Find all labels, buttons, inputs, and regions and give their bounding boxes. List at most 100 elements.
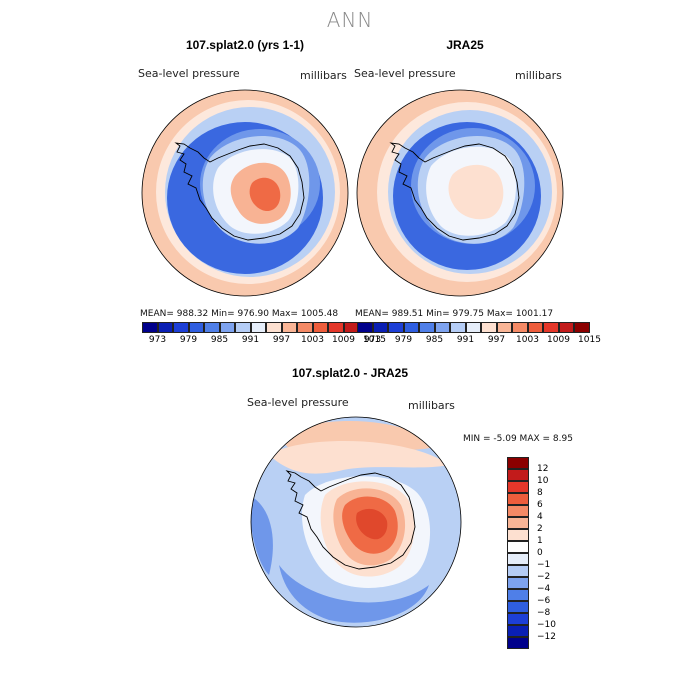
colorbar-swatch — [297, 322, 313, 333]
diff-map-high-core — [356, 508, 388, 540]
panel2-colorbar: 973 979 985 991 997 1003 1009 1015 — [357, 322, 601, 347]
colorbar-swatch — [250, 322, 266, 333]
panel2-variable-label: Sea-level pressure — [354, 67, 456, 80]
colorbar-tick-label: 979 — [394, 335, 413, 345]
diff-colorbar-tick-label: 2 — [537, 524, 543, 534]
colorbar-tick-label: 991 — [456, 335, 475, 345]
colorbar-swatch — [312, 322, 328, 333]
panel1-title: 107.splat2.0 (yrs 1-1) — [185, 38, 305, 52]
colorbar-swatch — [235, 322, 251, 333]
panel2-title: JRA25 — [446, 38, 484, 52]
diff-colorbar-swatch — [507, 505, 529, 517]
colorbar-swatch — [328, 322, 344, 333]
colorbar-tick-label: 973 — [363, 335, 382, 345]
diff-polar-map — [250, 416, 462, 628]
colorbar-swatch — [372, 322, 388, 333]
panel1-colorbar: 973 979 985 991 997 1003 1009 1015 — [142, 322, 386, 347]
colorbar-swatch — [512, 322, 528, 333]
colorbar-swatch — [450, 322, 466, 333]
diff-variable-label: Sea-level pressure — [247, 396, 349, 409]
diff-colorbar-tick-label: 12 — [537, 464, 549, 474]
diff-colorbar-swatch — [507, 625, 529, 637]
colorbar-swatch — [204, 322, 220, 333]
panel1-polar-map — [141, 89, 349, 297]
diff-colorbar-tick-label: −6 — [537, 596, 551, 606]
diff-colorbar-swatch — [507, 553, 529, 565]
colorbar-swatch — [481, 322, 497, 333]
diff-colorbar-swatch — [507, 637, 529, 649]
diff-colorbar-swatch — [507, 541, 529, 553]
diff-colorbar-swatch — [507, 517, 529, 529]
diff-stats: MIN = -5.09 MAX = 8.95 — [463, 434, 573, 444]
colorbar-tick-label: 1015 — [363, 335, 386, 345]
colorbar-swatch — [188, 322, 204, 333]
diff-colorbar-swatch — [507, 601, 529, 613]
colorbar-swatch — [403, 322, 419, 333]
colorbar-swatch — [574, 322, 590, 333]
panel2-polar-map — [356, 89, 564, 297]
colorbar-swatch — [465, 322, 481, 333]
colorbar-swatch — [173, 322, 189, 333]
colorbar-tick-label: 997 — [272, 335, 291, 345]
diff-colorbar-swatch — [507, 577, 529, 589]
colorbar-swatch — [434, 322, 450, 333]
colorbar-swatch — [496, 322, 512, 333]
diff-colorbar-swatch — [507, 481, 529, 493]
colorbar-tick-label: 973 — [148, 335, 167, 345]
diff-colorbar-tick-label: −10 — [537, 620, 556, 630]
diff-colorbar-swatch — [507, 589, 529, 601]
diff-colorbar-tick-label: 4 — [537, 512, 543, 522]
colorbar-swatch — [219, 322, 235, 333]
diff-colorbar-tick-label: −4 — [537, 584, 551, 594]
colorbar-tick-label: 991 — [241, 335, 260, 345]
colorbar-tick-label: 985 — [210, 335, 229, 345]
colorbar-swatch — [543, 322, 559, 333]
diff-colorbar-tick-label: 6 — [537, 500, 543, 510]
diff-map-blue-south — [279, 565, 429, 623]
diff-colorbar-ticks: 12 10 8 6 4 2 1 0 −1 −2 −4 −6 −8 −10 −12 — [537, 457, 567, 649]
panel2-stats: MEAN= 989.51 Min= 979.75 Max= 1001.17 — [355, 309, 554, 319]
diff-colorbar-swatch — [507, 457, 529, 469]
diff-map-blue-west — [251, 495, 273, 575]
panel1-units-label: millibars — [300, 69, 347, 82]
diff-colorbar-tick-label: 0 — [537, 548, 543, 558]
colorbar-tick-label: 1015 — [578, 335, 601, 345]
map1-high-red — [249, 177, 281, 212]
map2-coastline — [389, 142, 520, 241]
panel2-units-label: millibars — [515, 69, 562, 82]
diff-colorbar-tick-label: −2 — [537, 572, 551, 582]
colorbar-swatch — [157, 322, 173, 333]
diff-colorbar-tick-label: 1 — [537, 536, 543, 546]
diff-colorbar-tick-label: −8 — [537, 608, 551, 618]
diff-colorbar-tick-label: 8 — [537, 488, 543, 498]
colorbar-tick-label: 1009 — [332, 335, 355, 345]
colorbar-tick-label: 1003 — [516, 335, 539, 345]
map2-high-pale — [448, 164, 504, 220]
diff-colorbar-swatch — [507, 565, 529, 577]
colorbar-swatch — [419, 322, 435, 333]
diff-colorbar-swatch — [507, 529, 529, 541]
colorbar-tick-label: 1009 — [547, 335, 570, 345]
colorbar-tick-label: 997 — [487, 335, 506, 345]
diff-panel-title: 107.splat2.0 - JRA25 — [291, 366, 409, 380]
colorbar-swatch — [142, 322, 158, 333]
colorbar-swatch — [527, 322, 543, 333]
colorbar-tick-label: 1003 — [301, 335, 324, 345]
figure-title: ANN — [326, 8, 374, 32]
colorbar-swatch — [357, 322, 373, 333]
diff-units-label: millibars — [408, 399, 455, 412]
colorbar-tick-label: 979 — [179, 335, 198, 345]
colorbar-swatch — [388, 322, 404, 333]
colorbar-swatch — [558, 322, 574, 333]
diff-colorbar — [507, 457, 529, 649]
colorbar-swatch — [266, 322, 282, 333]
colorbar-tick-label: 985 — [425, 335, 444, 345]
diff-colorbar-tick-label: −1 — [537, 560, 551, 570]
map1-coastline — [174, 142, 305, 241]
diff-colorbar-swatch — [507, 469, 529, 481]
diff-colorbar-swatch — [507, 493, 529, 505]
panel1-stats: MEAN= 988.32 Min= 976.90 Max= 1005.48 — [140, 309, 339, 319]
diff-map-coastline — [285, 470, 416, 570]
diff-colorbar-swatch — [507, 613, 529, 625]
diff-map-north-pale — [269, 441, 449, 474]
